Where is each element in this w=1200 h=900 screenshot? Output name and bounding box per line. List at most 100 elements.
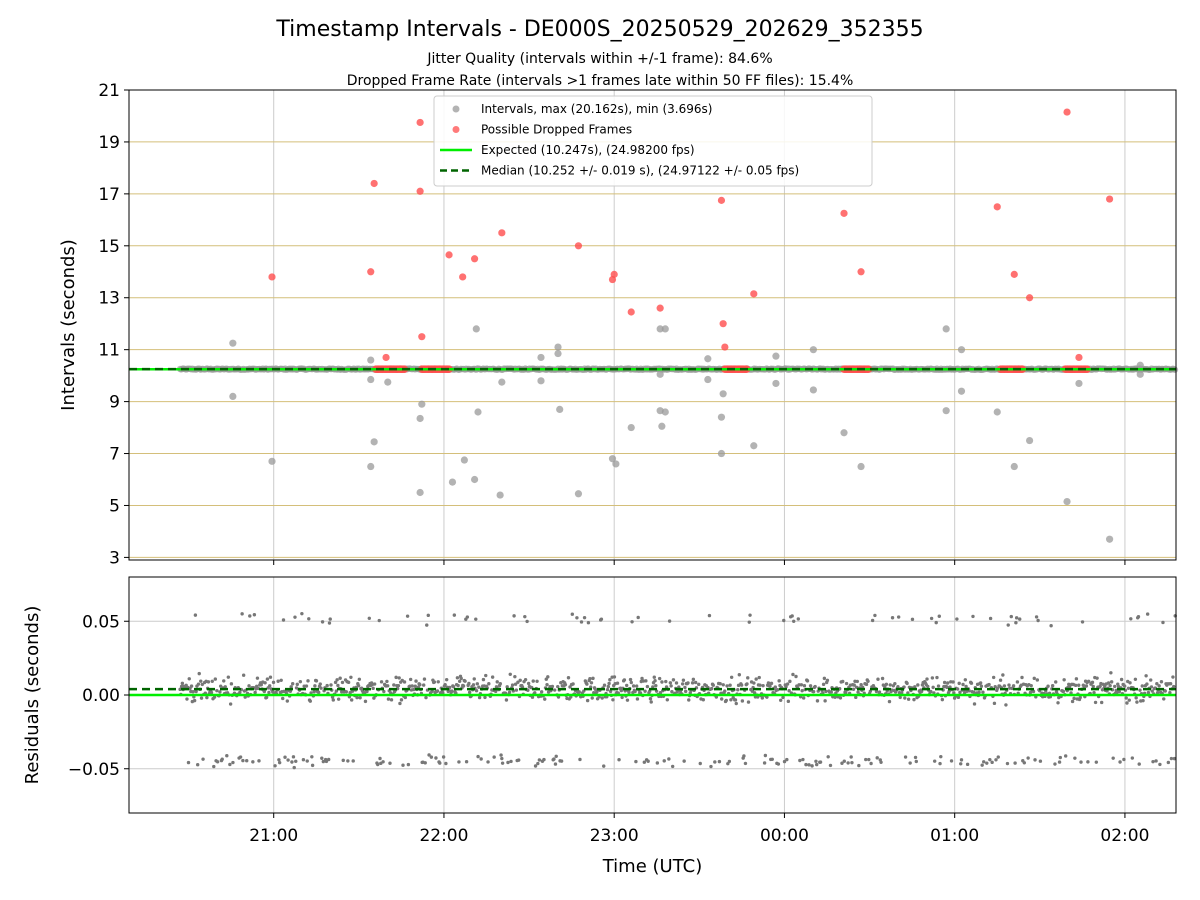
- residual-point: [444, 677, 449, 682]
- residual-point: [859, 683, 863, 687]
- residual-point: [935, 675, 939, 680]
- residual-point: [525, 619, 529, 624]
- residual-point: [752, 691, 757, 695]
- residual-point: [228, 702, 233, 706]
- residual-point: [794, 674, 798, 679]
- residual-point: [388, 761, 392, 765]
- residual-point: [996, 755, 1000, 759]
- residual-point: [372, 682, 377, 686]
- residual-point: [495, 680, 499, 684]
- x-tick-label: 21:00: [249, 826, 298, 846]
- residual-point: [285, 699, 290, 703]
- interval-point: [416, 488, 424, 497]
- residual-point: [539, 690, 544, 694]
- residual-point: [240, 612, 244, 616]
- residual-point: [1130, 756, 1135, 760]
- residual-point: [1109, 680, 1114, 684]
- x-tick-label: 01:00: [930, 826, 979, 846]
- residual-point: [1036, 618, 1040, 623]
- residual-point: [1028, 690, 1033, 695]
- residual-point: [290, 760, 294, 764]
- top-y-tick-label: 21: [98, 81, 120, 101]
- interval-point: [418, 400, 426, 408]
- residual-point: [690, 681, 695, 685]
- residual-point: [707, 613, 712, 618]
- residual-point: [627, 690, 631, 695]
- residual-point: [451, 685, 456, 689]
- residual-point: [1133, 677, 1138, 681]
- interval-point: [1025, 436, 1034, 445]
- residual-point: [1038, 759, 1043, 763]
- interval-point: [1136, 370, 1144, 378]
- residual-point: [762, 761, 767, 765]
- interval-point: [384, 378, 392, 386]
- residual-point: [461, 684, 466, 688]
- residual-point: [1005, 761, 1010, 766]
- residual-point: [888, 683, 892, 687]
- residual-point: [782, 759, 787, 764]
- residual-point: [267, 690, 271, 695]
- residual-point: [825, 678, 830, 683]
- residual-point: [526, 681, 531, 686]
- residual-point: [781, 695, 785, 700]
- residual-point: [1092, 690, 1096, 695]
- residual-point: [277, 758, 281, 762]
- residual-point: [312, 690, 316, 694]
- residual-point: [516, 680, 520, 684]
- residual-point: [670, 764, 675, 769]
- residual-point: [628, 677, 633, 682]
- residual-point: [523, 677, 528, 682]
- residual-point: [914, 759, 918, 764]
- residual-point: [465, 615, 470, 619]
- residual-point: [838, 696, 843, 700]
- top-y-tick-label: 3: [109, 548, 120, 568]
- residual-point: [796, 617, 801, 621]
- residual-point: [992, 701, 997, 706]
- residual-point: [479, 757, 483, 761]
- residual-point: [382, 689, 386, 694]
- residual-point: [972, 690, 976, 694]
- dropped-frame-point: [574, 242, 583, 250]
- residual-point: [191, 690, 195, 694]
- residual-point: [1014, 621, 1018, 625]
- residual-point: [463, 679, 467, 683]
- residual-point: [602, 683, 607, 687]
- residual-point: [1172, 756, 1177, 761]
- residual-point: [308, 699, 313, 703]
- dropped-frame-point: [370, 179, 378, 188]
- residual-point: [1106, 681, 1111, 685]
- residual-point: [229, 682, 234, 686]
- residual-point: [856, 690, 860, 694]
- residual-point: [450, 689, 454, 693]
- residual-point: [291, 755, 296, 759]
- residual-point: [913, 755, 918, 760]
- residual-point: [402, 680, 407, 684]
- residual-point: [1098, 684, 1102, 688]
- residual-point: [979, 684, 984, 688]
- residual-point: [754, 677, 758, 681]
- residual-point: [919, 689, 924, 694]
- residual-point: [1035, 678, 1040, 682]
- interval-point: [717, 413, 726, 421]
- residual-point: [504, 698, 509, 702]
- residual-point: [893, 681, 897, 686]
- residual-point: [398, 701, 402, 706]
- residual-point: [392, 683, 396, 687]
- residual-point: [866, 679, 870, 683]
- residual-point: [325, 683, 329, 688]
- residual-point: [599, 617, 604, 621]
- residual-point: [1020, 675, 1024, 680]
- interval-point: [1075, 379, 1083, 388]
- residual-point: [758, 683, 762, 687]
- interval-point: [1136, 361, 1144, 369]
- residual-point: [526, 688, 530, 692]
- residual-point: [1006, 623, 1010, 627]
- residual-point: [444, 761, 448, 766]
- residual-point: [608, 678, 612, 682]
- residual-point: [1009, 614, 1013, 619]
- residual-point: [667, 619, 672, 623]
- residual-point: [320, 620, 325, 624]
- residual-point: [1073, 756, 1077, 760]
- residual-point: [801, 757, 805, 762]
- residual-point: [186, 760, 191, 765]
